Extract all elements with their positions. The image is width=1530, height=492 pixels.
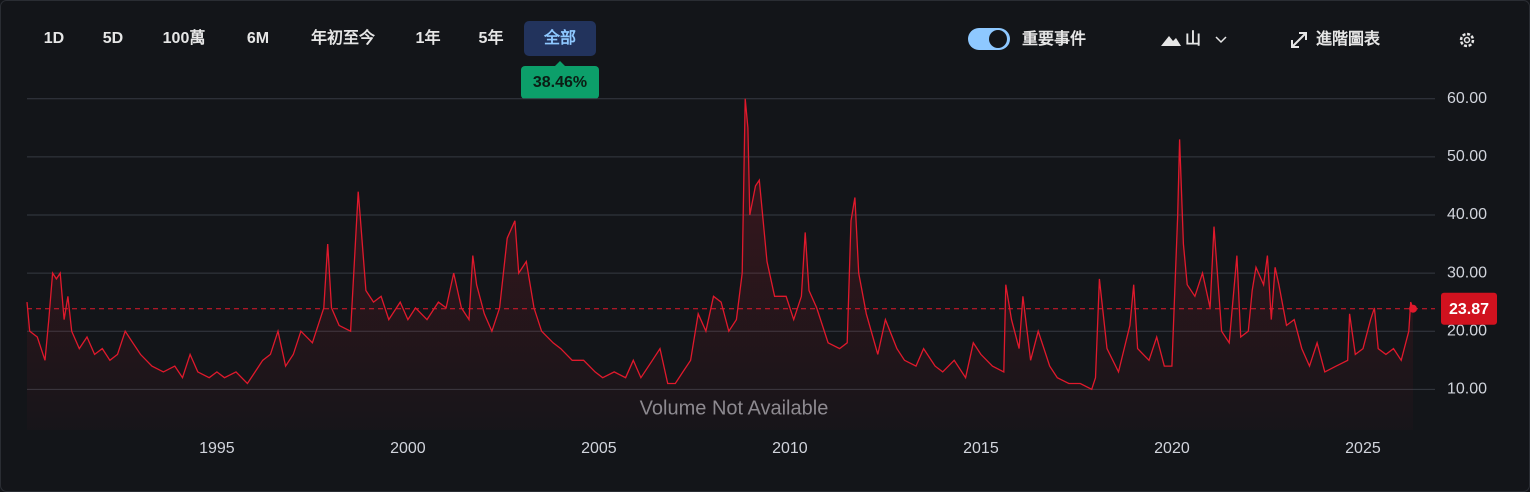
range-button[interactable]: 1年 (416, 28, 441, 47)
area-fill (27, 98, 1413, 430)
advanced-label[interactable]: 進階圖表 (1316, 29, 1381, 48)
x-tick-label: 2000 (390, 440, 426, 457)
x-tick-label: 1995 (199, 440, 235, 457)
range-button[interactable]: 1D (44, 30, 64, 47)
chevron (1215, 36, 1227, 44)
settings-icon-core (1463, 36, 1471, 44)
y-tick-label: 50.00 (1447, 148, 1487, 165)
y-tick-label: 20.00 (1447, 322, 1487, 339)
style-label[interactable]: 山 (1185, 30, 1201, 48)
y-tick-label: 60.00 (1447, 90, 1487, 107)
expand-icon (1291, 32, 1307, 48)
last-value-box (1441, 292, 1497, 325)
x-tick-label: 2010 (772, 440, 808, 457)
change-badge: 38.46% (533, 74, 587, 91)
x-tick-label: 2025 (1345, 440, 1381, 457)
range-button[interactable]: 5D (103, 30, 123, 47)
active-range (524, 21, 596, 56)
settings-icon[interactable] (1459, 32, 1475, 48)
price-line (26, 98, 1414, 391)
events-label[interactable]: 重要事件 (1022, 29, 1086, 48)
y-tick-label: 30.00 (1447, 264, 1487, 281)
x-tick-label: 2015 (963, 440, 999, 457)
toggle-knob (989, 30, 1007, 48)
badge-arrow (555, 61, 565, 66)
x-tick-label: 2005 (581, 440, 617, 457)
last-value-label: 23.87 (1449, 301, 1489, 318)
last-value-dot (1409, 304, 1417, 313)
range-button[interactable]: 6M (247, 30, 269, 47)
range-button[interactable]: 5年 (479, 28, 504, 47)
x-tick-label: 2020 (1154, 440, 1190, 457)
change-badge-bg (521, 66, 599, 99)
y-tick-label: 40.00 (1447, 206, 1487, 223)
range-button[interactable]: 100萬 (163, 28, 206, 47)
range-button[interactable]: 年初至今 (311, 28, 375, 47)
y-tick-label: 10.00 (1447, 381, 1487, 398)
area-icon (1161, 36, 1181, 46)
range-button[interactable]: 全部 (543, 28, 576, 47)
